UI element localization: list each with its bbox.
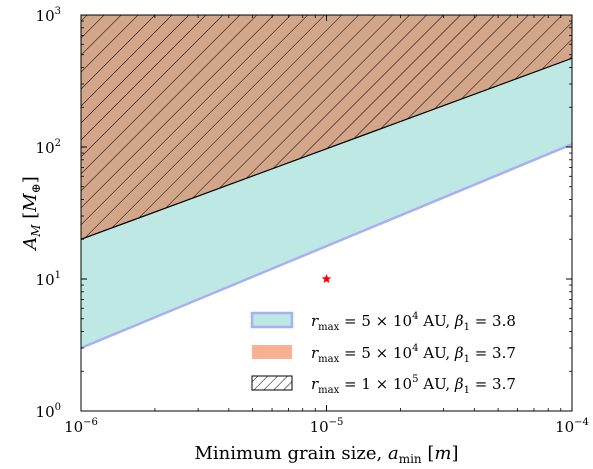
legend-swatch-blue (250, 311, 294, 329)
y-tick-label: 103 (36, 6, 61, 25)
x-tick-label: 10−6 (64, 417, 98, 436)
y-axis-label: AM [M⊕] (20, 176, 43, 252)
marker-star (321, 274, 332, 284)
x-tick-label: 10−5 (310, 417, 344, 436)
series-blue-lower-edge (81, 143, 572, 350)
legend-swatch-hatched (251, 375, 293, 391)
y-tick-label: 100 (36, 402, 61, 421)
series-blue-band (81, 58, 572, 349)
series-boundary-line (81, 57, 572, 240)
legend-label: rmax = 1 × 105 AU, β1 = 3.7 (311, 374, 516, 396)
legend-label: rmax = 5 × 104 AU, β1 = 3.8 (311, 311, 516, 333)
x-tick-label: 10−4 (555, 417, 589, 436)
series-hatched-band (81, 15, 572, 240)
y-tick-label: 102 (36, 138, 61, 157)
legend-swatch-orange (252, 345, 292, 359)
legend-label: rmax = 5 × 104 AU, β1 = 3.7 (311, 343, 516, 365)
x-axis-label: Minimum grain size, amin [m] (194, 443, 458, 466)
y-tick-label: 101 (36, 270, 61, 289)
